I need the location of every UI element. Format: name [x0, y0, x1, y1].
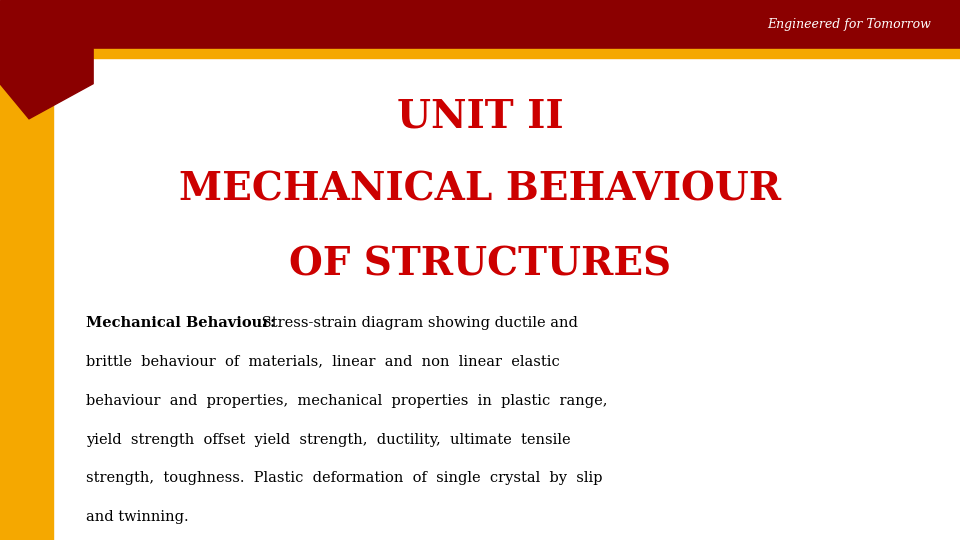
Text: yield  strength  offset  yield  strength,  ductility,  ultimate  tensile: yield strength offset yield strength, du… [86, 433, 571, 447]
Text: OF STRUCTURES: OF STRUCTURES [289, 246, 671, 284]
Text: MECHANICAL BEHAVIOUR: MECHANICAL BEHAVIOUR [179, 170, 781, 208]
Bar [0, 49, 53, 540]
Text: UNIT II: UNIT II [396, 97, 564, 135]
Bar [0, 49, 960, 58]
Polygon shape [0, 49, 93, 119]
Text: strength,  toughness.  Plastic  deformation  of  single  crystal  by  slip: strength, toughness. Plastic deformation… [86, 471, 603, 485]
Text: brittle  behaviour  of  materials,  linear  and  non  linear  elastic: brittle behaviour of materials, linear a… [86, 355, 560, 369]
Text: Mechanical Behaviour:: Mechanical Behaviour: [86, 316, 276, 330]
Text: Stress-strain diagram showing ductile and: Stress-strain diagram showing ductile an… [257, 316, 578, 330]
Text: behaviour  and  properties,  mechanical  properties  in  plastic  range,: behaviour and properties, mechanical pro… [86, 394, 608, 408]
Text: and twinning.: and twinning. [86, 510, 189, 524]
Text: Engineered for Tomorrow: Engineered for Tomorrow [767, 18, 931, 31]
Bar [0, 0, 960, 49]
